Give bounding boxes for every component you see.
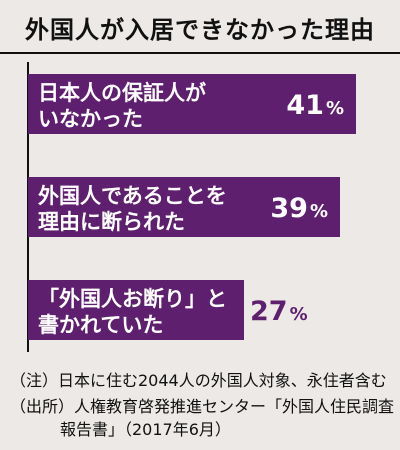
category-label-2-line-1: 外国人であることを [38, 184, 227, 208]
value-label-3: 27% [250, 296, 308, 327]
category-label-1-line-1: 日本人の保証人が [38, 81, 206, 105]
bar-2 [28, 177, 340, 237]
category-label-3-line-1: 「外国人お断り」と [38, 287, 227, 311]
chart-title: 外国人が入居できなかった理由 [25, 16, 375, 44]
footnote-source-line-1: （出所）人権教育啓発推進センター「外国人住民調査 [10, 397, 395, 416]
value-label-2: 39% [270, 193, 328, 224]
category-label-1-line-2: いなかった [38, 107, 143, 131]
footnote-note: （注）日本に住む2044人の外国人対象、永住者含む [10, 371, 387, 390]
bar-3 [28, 280, 244, 340]
category-label-3-line-2: 書かれていた [38, 313, 163, 337]
title-rule [0, 52, 400, 54]
value-label-1: 41% [286, 90, 344, 121]
category-label-2-line-2: 理由に断られた [38, 210, 185, 234]
bar-1 [28, 74, 356, 134]
footnote-source-line-2: 報告書」（2017年6月） [60, 420, 231, 439]
